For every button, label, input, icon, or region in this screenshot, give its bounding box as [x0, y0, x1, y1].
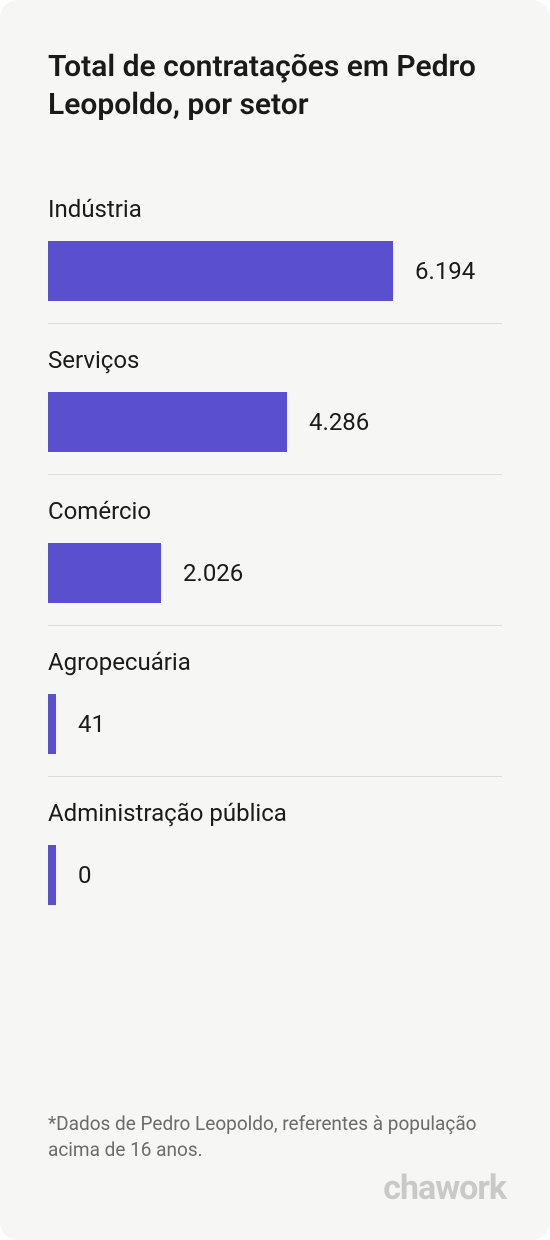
bar-fill [48, 241, 393, 301]
chart-footnote: *Dados de Pedro Leopoldo, referentes à p… [48, 1111, 502, 1164]
bar-value: 0 [78, 861, 92, 889]
bar-fill [48, 845, 56, 905]
bar-fill [48, 694, 56, 754]
chart-card: Total de contratações em Pedro Leopoldo,… [0, 0, 550, 1240]
bar-label: Indústria [48, 195, 502, 223]
bar-fill [48, 392, 287, 452]
bar-group: Indústria 6.194 [48, 195, 502, 324]
bar-label: Agropecuária [48, 648, 502, 676]
bar-row: 0 [48, 845, 502, 905]
bar-value: 41 [78, 710, 105, 738]
bar-group: Agropecuária 41 [48, 648, 502, 777]
bar-value: 4.286 [309, 408, 369, 436]
brand-logo: chawork [383, 1168, 506, 1208]
bar-row: 2.026 [48, 543, 502, 603]
bar-fill [48, 543, 161, 603]
bar-group: Administração pública 0 [48, 799, 502, 927]
chart-title: Total de contratações em Pedro Leopoldo,… [48, 48, 502, 123]
bar-group: Comércio 2.026 [48, 497, 502, 626]
bar-row: 41 [48, 694, 502, 754]
bar-label: Comércio [48, 497, 502, 525]
bar-row: 6.194 [48, 241, 502, 301]
bar-chart: Indústria 6.194 Serviços 4.286 Comércio 2.026… [48, 195, 502, 1103]
bar-label: Serviços [48, 346, 502, 374]
bar-label: Administração pública [48, 799, 502, 827]
bar-row: 4.286 [48, 392, 502, 452]
bar-value: 2.026 [183, 559, 243, 587]
bar-value: 6.194 [415, 257, 475, 285]
bar-group: Serviços 4.286 [48, 346, 502, 475]
